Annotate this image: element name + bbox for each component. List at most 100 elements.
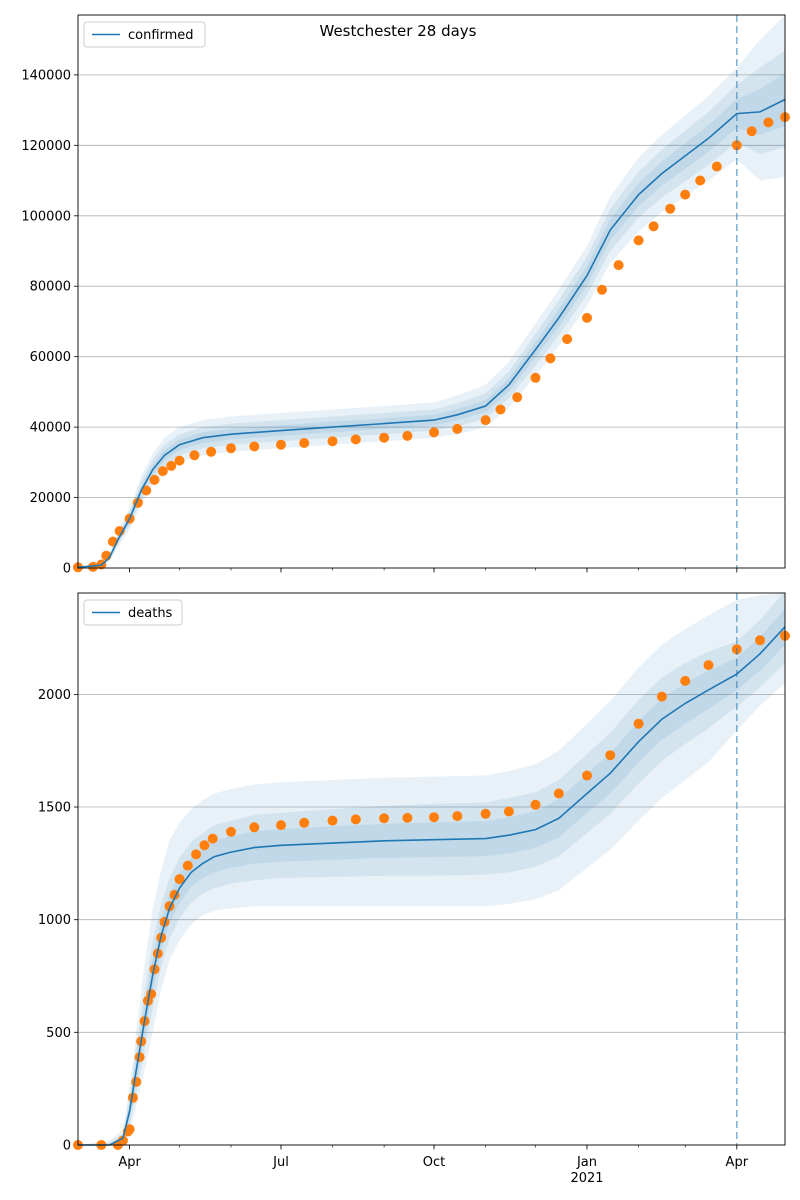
- observed-point: [276, 439, 286, 450]
- observed-point: [746, 126, 757, 137]
- uncertainty-band: [78, 50, 785, 568]
- y-tick-label: 120000: [21, 139, 71, 154]
- legend-label: confirmed: [128, 28, 194, 43]
- observed-point: [530, 372, 541, 383]
- observed-point: [199, 840, 210, 851]
- x-tick-label: Oct: [423, 1155, 445, 1170]
- observed-point: [680, 189, 691, 200]
- observed-point: [452, 811, 463, 822]
- observed-point: [226, 443, 236, 454]
- y-tick-label: 80000: [30, 280, 71, 295]
- observed-point: [149, 474, 160, 485]
- observed-point: [545, 353, 556, 364]
- observed-point: [648, 221, 659, 232]
- observed-point: [711, 161, 722, 172]
- observed-point: [755, 635, 765, 646]
- observed-point: [680, 675, 691, 686]
- observed-point: [429, 812, 439, 823]
- observed-point: [530, 799, 541, 810]
- observed-point: [350, 434, 361, 445]
- y-tick-label: 1500: [38, 801, 71, 816]
- observed-point: [166, 460, 177, 471]
- observed-point: [226, 826, 236, 837]
- observed-point: [157, 466, 168, 477]
- y-tick-label: 0: [63, 562, 71, 577]
- plot-frame: [77, 592, 786, 1146]
- observed-point: [597, 284, 607, 295]
- observed-point: [88, 561, 98, 572]
- observed-point: [379, 813, 390, 824]
- observed-point: [695, 175, 706, 186]
- observed-point: [656, 691, 667, 702]
- observed-point: [512, 392, 523, 403]
- x-tick-label: Jul: [272, 1155, 289, 1170]
- observed-point: [276, 820, 286, 831]
- confirmed-panel: 0 20000 40000 60000 80000 100000 120000 140000 c…: [21, 14, 790, 577]
- y-tick-label: 40000: [30, 421, 71, 436]
- uncertainty-band: [78, 593, 785, 1145]
- observed-point: [131, 1076, 142, 1087]
- plot-frame: [77, 14, 786, 569]
- uncertainty-band: [78, 15, 785, 568]
- x-tick-label: Apr: [726, 1155, 749, 1170]
- y-tick-label: 140000: [21, 68, 71, 83]
- model-line: [78, 626, 786, 1146]
- observed-point: [633, 718, 644, 729]
- observed-point: [189, 450, 200, 461]
- x-tick-sublabel: 2021: [570, 1171, 603, 1186]
- observed-point: [159, 916, 170, 927]
- observed-point: [146, 989, 157, 999]
- legend-label: deaths: [128, 606, 173, 621]
- observed-point: [429, 427, 439, 438]
- model-line: [77, 98, 786, 569]
- observed-point: [503, 806, 514, 817]
- observed-point: [249, 441, 260, 452]
- observed-point: [299, 438, 310, 448]
- observed-point: [613, 260, 624, 271]
- y-tick-label: 20000: [30, 491, 71, 506]
- observed-point: [731, 140, 742, 151]
- observed-point: [665, 203, 676, 214]
- observed-point: [117, 1135, 128, 1146]
- observed-point: [480, 415, 491, 426]
- observed-point: [327, 436, 338, 447]
- observed-point: [350, 814, 361, 825]
- observed-point: [206, 446, 217, 457]
- observed-point: [207, 833, 218, 844]
- observed-point: [402, 430, 413, 441]
- observed-point: [480, 808, 491, 819]
- y-tick-label: 1000: [38, 913, 71, 928]
- uncertainty-band: [78, 590, 785, 1145]
- observed-point: [127, 1092, 138, 1103]
- observed-point: [141, 485, 152, 496]
- observed-point: [582, 312, 592, 323]
- observed-point: [191, 849, 202, 860]
- y-tick-label: 100000: [21, 209, 71, 224]
- observed-point: [249, 822, 260, 833]
- observed-point: [553, 788, 564, 799]
- y-tick-label: 0: [63, 1139, 71, 1154]
- observed-point: [327, 815, 338, 826]
- x-tick-label: Jan: [576, 1155, 597, 1170]
- y-tick-label: 60000: [30, 350, 71, 365]
- observed-point: [134, 1052, 145, 1063]
- observed-point: [582, 770, 592, 781]
- uncertainty-band: [78, 73, 785, 568]
- observed-point: [402, 812, 413, 823]
- observed-point: [452, 423, 463, 434]
- observed-point: [379, 432, 390, 443]
- observed-point: [633, 235, 644, 246]
- y-tick-label: 2000: [38, 688, 71, 703]
- observed-point: [174, 874, 185, 885]
- observed-point: [182, 860, 193, 871]
- figure-title: Westchester 28 days: [320, 22, 477, 40]
- observed-point: [495, 404, 506, 415]
- observed-point: [562, 334, 573, 345]
- observed-point: [299, 817, 310, 828]
- legend-box: [83, 21, 206, 48]
- x-tick-label: Apr: [118, 1155, 141, 1170]
- observed-point: [763, 117, 774, 128]
- y-tick-label: 500: [46, 1026, 71, 1041]
